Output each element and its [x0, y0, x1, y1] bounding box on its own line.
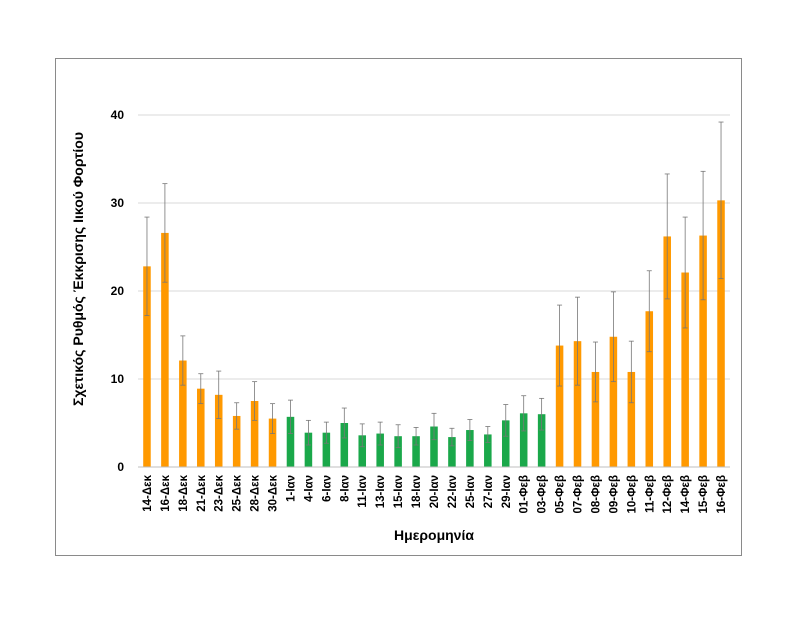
bar	[214, 394, 223, 467]
x-tick-label: 23-Δεκ	[214, 474, 226, 511]
error-bars	[144, 121, 724, 449]
bar	[268, 418, 277, 467]
bar	[430, 426, 438, 467]
bar	[466, 430, 474, 467]
x-tick-label: 1-Ιαν	[285, 475, 297, 502]
x-tick-label: 15-Φεβ	[698, 475, 710, 514]
bar	[627, 371, 636, 467]
x-tick-label: 22-Ιαν	[447, 475, 459, 508]
x-tick-label: 07-Φεβ	[573, 475, 585, 514]
bar	[699, 235, 707, 467]
y-tick-label: 30	[111, 196, 125, 210]
x-tick-label: 15-Ιαν	[393, 475, 405, 508]
bar	[412, 436, 420, 467]
chart-frame	[55, 58, 742, 556]
x-axis-title: Ημερομηνία	[394, 527, 474, 543]
bar	[340, 423, 349, 467]
bars	[143, 200, 725, 468]
bar	[376, 433, 384, 467]
bar	[537, 414, 546, 467]
x-tick-label: 11-Φεβ	[644, 475, 656, 513]
x-tick-label: 01-Φεβ	[519, 475, 531, 514]
x-tick-label: 16-Δεκ	[160, 474, 172, 511]
x-tick-label: 09-Φεβ	[608, 475, 620, 514]
x-tick-label: 25-Δεκ	[232, 474, 244, 511]
x-tick-label: 16-Φεβ	[716, 475, 728, 514]
bar	[501, 420, 510, 467]
bar	[591, 371, 600, 467]
bar	[286, 416, 295, 467]
y-tick-label: 0	[117, 460, 124, 474]
x-tick-label: 28-Δεκ	[250, 474, 262, 511]
x-tick-label: 18-Ιαν	[411, 475, 423, 508]
y-tick-label: 40	[111, 108, 125, 122]
x-tick-label: 05-Φεβ	[555, 475, 567, 514]
bar	[717, 200, 725, 468]
x-tick-label: 4-Ιαν	[303, 475, 315, 502]
x-tick-label: 6-Ιαν	[321, 475, 333, 502]
bar	[663, 236, 671, 467]
bar	[143, 266, 151, 467]
bar	[322, 432, 331, 467]
y-tick-label: 20	[111, 284, 125, 298]
bar	[609, 336, 618, 467]
bar	[250, 401, 259, 467]
bar	[179, 360, 187, 467]
bar	[197, 388, 205, 467]
bar	[484, 434, 492, 467]
x-tick-label: 30-Δεκ	[268, 474, 280, 511]
x-tick-label: 12-Φεβ	[662, 475, 674, 514]
x-tick-label: 08-Φεβ	[590, 475, 602, 514]
x-tick-label: 20-Ιαν	[429, 475, 441, 508]
bar	[573, 341, 582, 467]
x-tick-label: 10-Φεβ	[626, 475, 638, 514]
x-tick-label: 29-Ιαν	[501, 475, 513, 508]
x-tick-label: 8-Ιαν	[339, 475, 351, 502]
bar	[358, 435, 367, 467]
x-tick-label: 14-Φεβ	[680, 475, 692, 514]
x-tick-label: 27-Ιαν	[483, 475, 495, 508]
x-tick-label: 21-Δεκ	[196, 474, 208, 511]
bar	[681, 272, 689, 467]
grid-lines	[138, 114, 730, 380]
y-axis-title: Σχετικός Ρυθμός Έκκρισης Ιικού Φορτίου	[70, 132, 86, 406]
x-tick-label: 14-Δεκ	[142, 474, 154, 511]
bar	[232, 415, 241, 467]
bar	[448, 437, 456, 467]
x-axis-ticks: 14-Δεκ 16-Δεκ 18-Δεκ 21-Δεκ 23-Δεκ 25-Δεκ 28-Δ…	[142, 474, 728, 513]
bar	[161, 232, 169, 467]
bar	[394, 436, 402, 467]
x-tick-label: 18-Δεκ	[178, 474, 190, 511]
x-tick-label: 13-Ιαν	[375, 475, 387, 508]
x-tick-label: 03-Φεβ	[537, 475, 549, 514]
bar	[645, 311, 654, 467]
bar	[304, 432, 313, 467]
y-tick-label: 10	[111, 372, 125, 386]
y-axis-ticks: 0 10 20 30 40	[111, 108, 125, 474]
bar	[519, 413, 528, 467]
x-tick-label: 11-Ιαν	[357, 475, 369, 508]
bar	[555, 345, 564, 467]
x-tick-label: 25-Ιαν	[465, 475, 477, 508]
